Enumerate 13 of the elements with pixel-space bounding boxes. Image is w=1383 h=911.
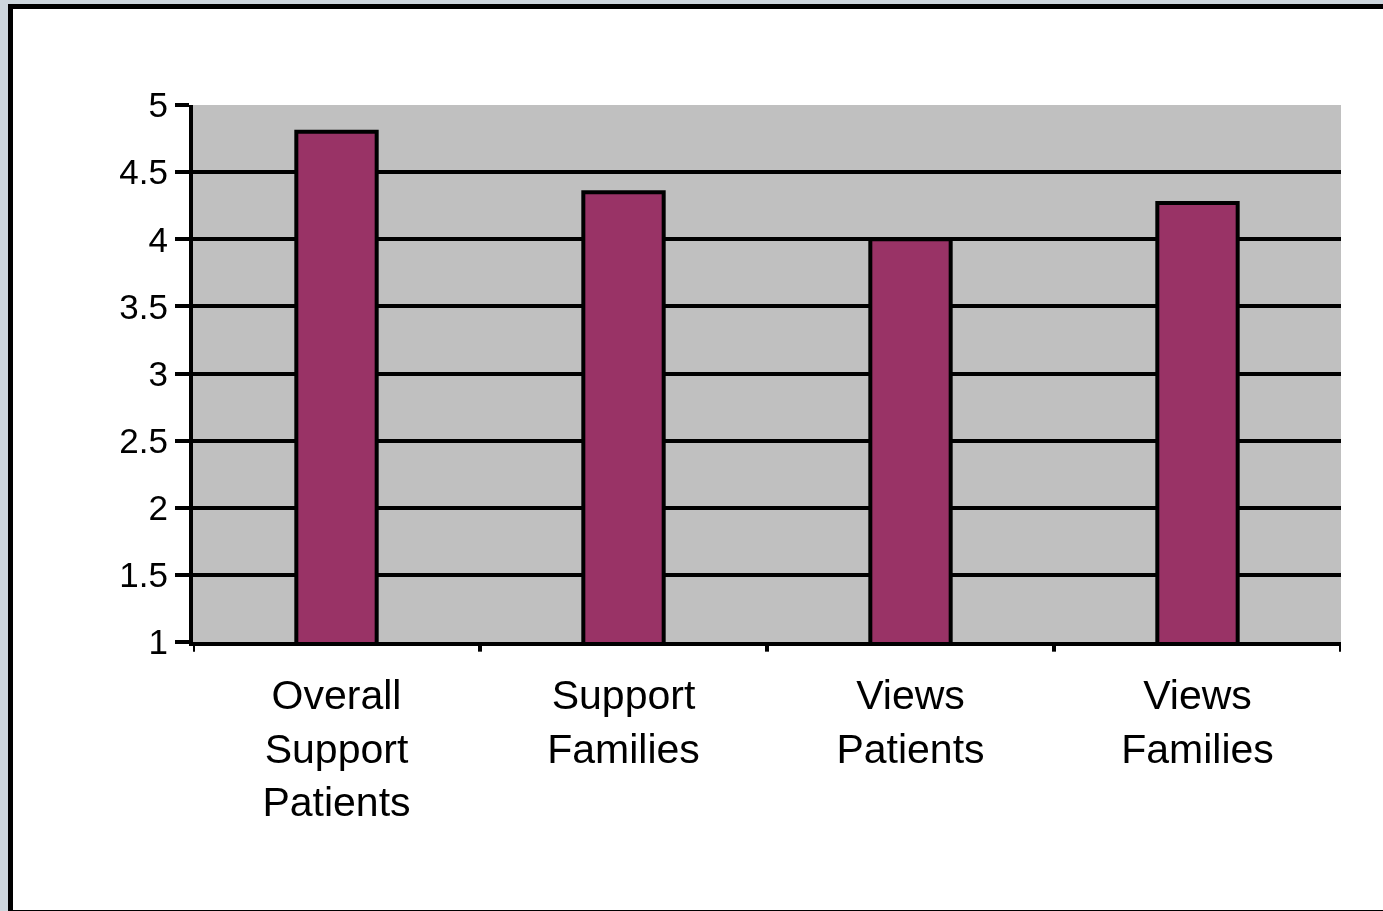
y-tick-label: 2.5 xyxy=(119,420,168,460)
y-tick-label: 3.5 xyxy=(119,286,168,326)
y-tick-label: 1 xyxy=(148,622,168,662)
x-tick-label: Views Families xyxy=(1121,672,1274,772)
x-tick-label: Support Families xyxy=(547,672,700,772)
y-tick-label: 2 xyxy=(148,488,168,527)
y-tick-label: 5 xyxy=(148,85,168,125)
x-tick-label: Views Patients xyxy=(836,672,985,772)
y-tick-label: 3 xyxy=(148,353,168,393)
y-tick-label: 1.5 xyxy=(119,555,168,595)
y-tick-label: 4 xyxy=(148,219,168,259)
x-tick-label: Overall Support Patients xyxy=(262,672,411,825)
y-tick-label: 4.5 xyxy=(119,152,168,192)
